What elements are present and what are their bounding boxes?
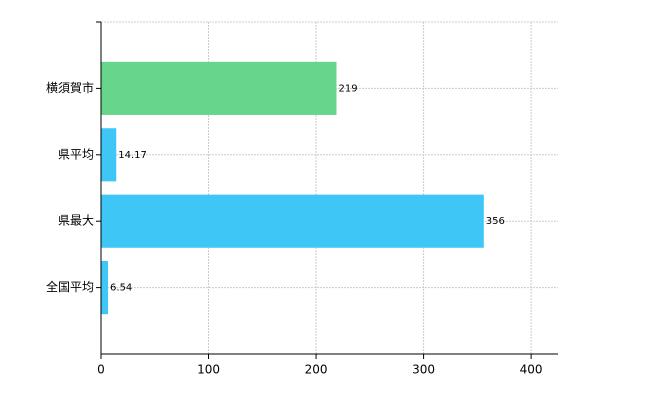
x-tick-label: 0 [97,363,105,377]
value-label: 14.17 [118,150,147,161]
value-label: 6.54 [110,283,132,294]
y-tick-label: 県最大 [58,214,94,228]
value-label: 356 [486,216,505,227]
x-tick-label: 400 [520,363,543,377]
y-tick-label: 横須賀市 [46,80,94,95]
bar [101,61,337,115]
x-tick-label: 200 [305,363,328,377]
value-label: 219 [338,83,357,94]
bar [101,128,117,182]
bar [101,261,109,315]
y-tick-label: 全国平均 [46,279,94,294]
x-tick-label: 100 [197,363,220,377]
y-tick-label: 県平均 [58,147,94,161]
x-tick-label: 300 [412,363,435,377]
bar [101,194,484,248]
